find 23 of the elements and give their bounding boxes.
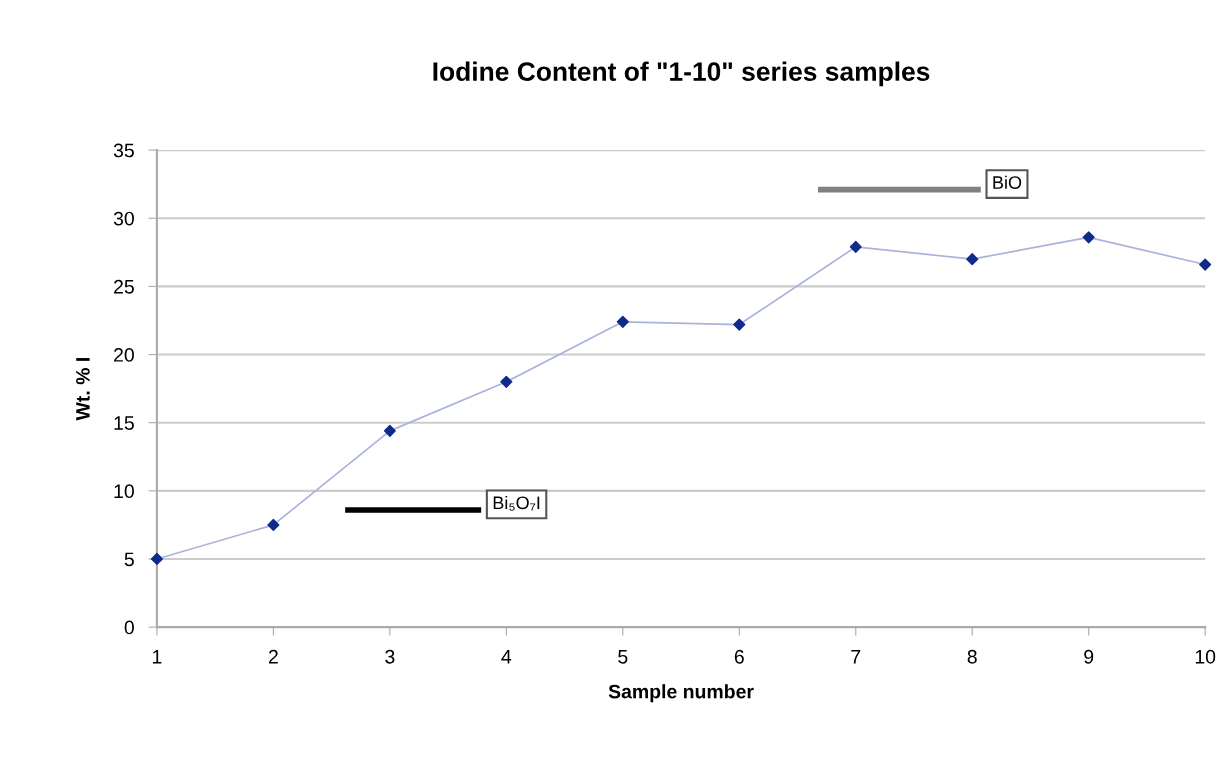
y-tick-label: 15	[114, 416, 134, 430]
y-tick-label: 0	[124, 620, 134, 635]
x-tick-label: 2	[268, 649, 278, 664]
series-label: Bi₅O₇I	[493, 495, 540, 511]
x-axis-title: Sample number	[608, 684, 754, 703]
y-tick-label: 20	[114, 348, 134, 362]
y-tick-label: 30	[113, 211, 134, 226]
y-tick-label: 10	[114, 484, 134, 499]
x-tick-label: 6	[734, 649, 744, 664]
y-tick-label: 5	[124, 552, 134, 567]
x-tick-label: 5	[618, 650, 628, 664]
x-tick-label: 10	[1195, 649, 1216, 664]
x-tick-label: 1	[153, 650, 162, 664]
y-tick-label: 25	[114, 279, 134, 294]
x-tick-label: 4	[501, 650, 512, 664]
x-tick-label: 9	[1084, 649, 1094, 664]
y-tick-label: 35	[113, 143, 134, 158]
chart-title: Iodine Content of "1-10" series samples	[433, 61, 930, 87]
y-axis-title: Wt. % I	[76, 358, 90, 421]
series-label: BiO	[993, 175, 1022, 189]
x-tick-label: 3	[385, 649, 395, 664]
x-tick-label: 8	[967, 649, 977, 664]
x-tick-label: 7	[851, 650, 861, 664]
